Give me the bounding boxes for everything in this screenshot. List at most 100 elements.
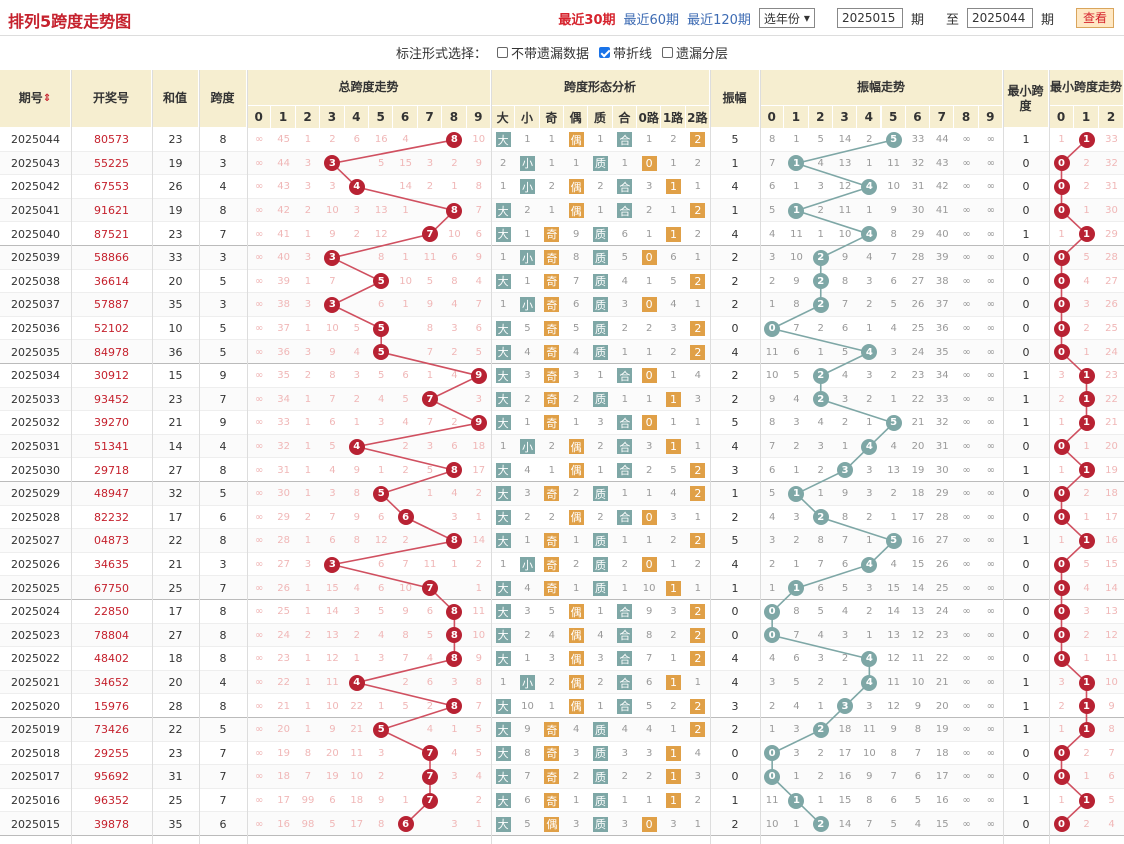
table-row — [0, 198, 1124, 223]
miss-value: 19 — [1105, 464, 1118, 476]
miss-value: 18 — [350, 795, 364, 807]
min-digit-cell: 22 — [1099, 388, 1124, 412]
span-digit-cell: 6 — [467, 222, 491, 246]
miss-value: 26 — [277, 582, 290, 594]
header-digit: 9 — [978, 106, 1003, 128]
miss-value: 12 — [911, 629, 925, 641]
from-issue-input[interactable]: 2025015 — [836, 8, 903, 28]
amp-digit-cell: 6 — [882, 270, 906, 294]
shape-cell: 大 — [491, 647, 515, 671]
span-cell: 5 — [219, 487, 227, 501]
miss-value: ∞ — [986, 323, 995, 335]
miss-value: 6 — [329, 417, 336, 429]
miss-value: 43 — [935, 157, 949, 169]
miss-value: 21 — [277, 700, 290, 712]
draw-cell: 57887 — [94, 298, 129, 312]
miss-value: 25 — [1105, 323, 1118, 335]
to-issue-input[interactable]: 2025044 — [966, 8, 1033, 28]
table-row — [0, 246, 1124, 270]
span-digit-cell: 9 — [369, 789, 393, 813]
miss-value: 9 — [426, 299, 434, 311]
miss-value: 1 — [402, 205, 409, 217]
miss-value: ∞ — [986, 677, 995, 689]
miss-value: 1 — [304, 535, 312, 547]
amp-ball: 1 — [788, 202, 805, 219]
miss-value: 1 — [793, 181, 800, 193]
miss-value: 2 — [694, 157, 701, 169]
shape-tag: 偶 — [568, 604, 584, 620]
range-120-link[interactable]: 最近120期 — [687, 12, 751, 28]
amp-digit-cell: 7 — [906, 742, 930, 766]
shape-cell: 3 — [588, 411, 612, 435]
span-digit-cell: 9 — [418, 293, 442, 317]
shape-cell: 2 — [540, 671, 564, 695]
miss-value: 1 — [645, 228, 653, 240]
checkbox-icon[interactable] — [496, 46, 508, 58]
miss-value: 3 — [1083, 299, 1090, 311]
miss-value: 2 — [402, 677, 409, 689]
miss-value: 3 — [572, 818, 580, 830]
span-digit-cell — [442, 576, 466, 600]
span-digit-cell: 2 — [467, 789, 491, 813]
table-row — [0, 222, 1124, 246]
checkbox-icon[interactable] — [662, 46, 674, 58]
table-row — [0, 411, 1124, 435]
span-digit-cell: 42 — [271, 199, 295, 223]
span-digit-cell: 2 — [296, 199, 320, 223]
shape-cell: 1 — [686, 812, 710, 836]
shape-cell: 3 — [637, 175, 661, 199]
miss-value: 3 — [353, 606, 360, 618]
miss-value: 1 — [304, 134, 312, 146]
miss-value: 1 — [645, 275, 653, 287]
amp-ball: 2 — [812, 721, 829, 738]
min-ball: 0 — [1053, 438, 1070, 455]
miss-value: 4 — [451, 370, 458, 382]
miss-value: 3 — [304, 181, 312, 193]
range-60-link[interactable]: 最近60期 — [623, 12, 680, 28]
span-ball: 8 — [446, 603, 463, 620]
year-select[interactable]: 选年份 ▾ — [758, 8, 815, 28]
miss-value: 17 — [838, 747, 852, 759]
shape-cell: 大 — [491, 529, 515, 553]
miss-value: 5 — [402, 700, 409, 712]
miss-value: 6 — [768, 181, 776, 193]
shape-cell: 2 — [564, 388, 588, 412]
miss-value: 11 — [765, 346, 779, 358]
miss-value: 9 — [1108, 700, 1115, 712]
miss-value: 10 — [1105, 677, 1118, 689]
range-30-link[interactable]: 最近30期 — [558, 12, 616, 28]
miss-value: 2 — [426, 181, 434, 193]
checkbox-checked-icon[interactable] — [599, 46, 610, 58]
min-span-cell: 0 — [1022, 156, 1030, 170]
amp-digit-cell: 6 — [833, 317, 857, 341]
miss-value: 8 — [645, 629, 653, 641]
span-cell: 7 — [219, 746, 227, 760]
span-digit-cell: 5 — [418, 270, 442, 294]
amp-digit-cell: 12 — [833, 175, 857, 199]
amp-digit-cell: ∞ — [979, 506, 1003, 530]
amp-ball: 4 — [861, 438, 878, 455]
miss-value: 1 — [645, 795, 653, 807]
miss-value: 4 — [426, 653, 434, 665]
miss-value: 2 — [451, 346, 458, 358]
miss-value: 2 — [304, 205, 312, 217]
shape-tag: 质 — [592, 226, 608, 242]
sort-icon[interactable]: ⇕ — [42, 93, 52, 104]
shape-cell: 2 — [686, 340, 710, 364]
shape-cell: 5 — [564, 317, 588, 341]
miss-value: 9 — [475, 157, 482, 169]
miss-value: 8 — [304, 747, 312, 759]
miss-value: 5 — [1108, 795, 1115, 807]
span-digit-cell — [442, 388, 466, 412]
option-line[interactable]: 带折线 — [599, 43, 652, 62]
min-span-cell: 0 — [1022, 770, 1030, 784]
option-layer[interactable]: 遗漏分层 — [662, 43, 728, 62]
miss-value: 38 — [935, 275, 949, 287]
table-row — [0, 151, 1124, 176]
amp-digit-cell: 3 — [882, 340, 906, 364]
span-digit-cell: 22 — [271, 671, 295, 695]
span-cell: 6 — [219, 510, 227, 524]
span-digit-cell: 4 — [345, 671, 369, 695]
view-button[interactable]: 查看 — [1075, 8, 1114, 28]
option-no-miss[interactable]: 不带遗漏数据 — [496, 43, 589, 62]
